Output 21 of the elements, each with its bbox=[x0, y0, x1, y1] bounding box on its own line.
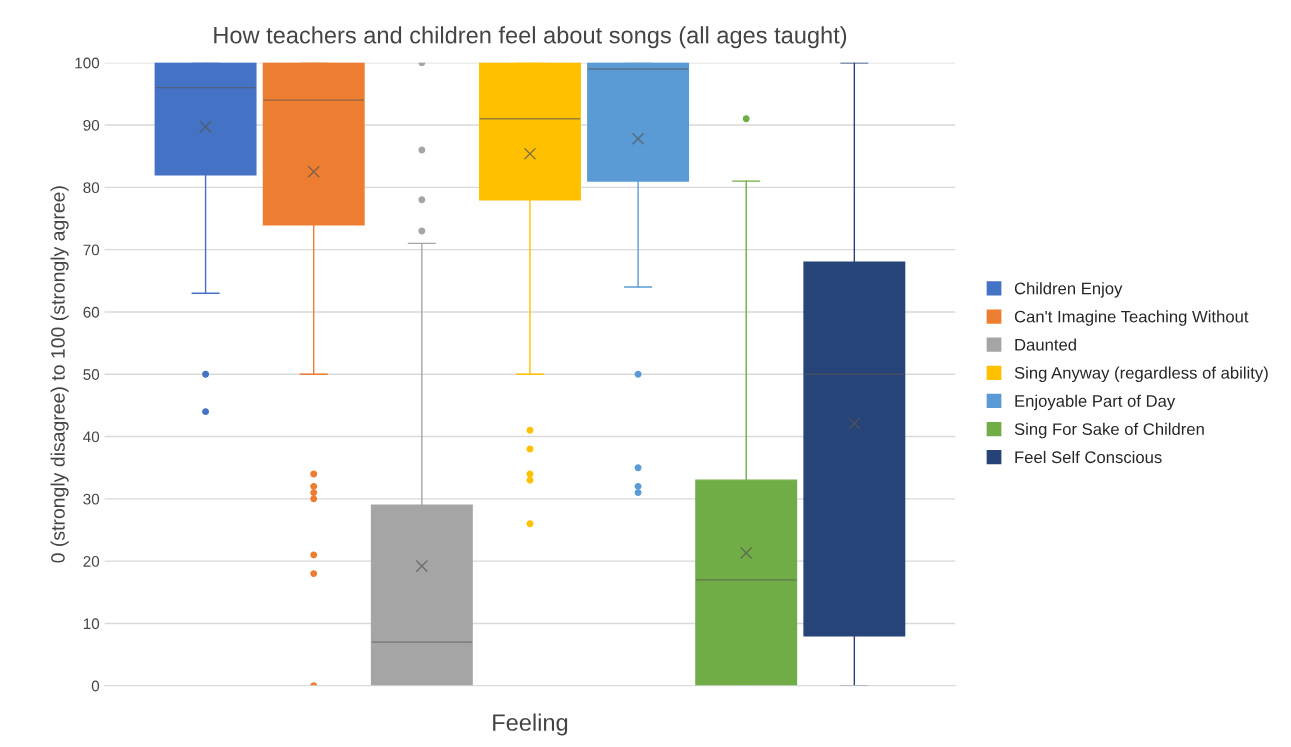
y-tick-label: 0 bbox=[91, 680, 100, 692]
legend-label: Enjoyable Part of Day bbox=[1015, 394, 1176, 411]
legend-label: Feel Self Conscious bbox=[1015, 450, 1162, 464]
y-tick-label: 70 bbox=[83, 244, 100, 256]
y-tick-label: 30 bbox=[83, 493, 100, 505]
legend-label: Sing Anyway (regardless of ability) bbox=[1014, 366, 1268, 383]
x-axis-title: Feeling bbox=[493, 713, 568, 736]
y-tick-label: 90 bbox=[83, 119, 100, 131]
legend-label: Children Enjoy bbox=[1014, 282, 1123, 298]
y-tick-label: 10 bbox=[83, 618, 100, 630]
legend-label: Can't Imagine Teaching Without bbox=[1014, 310, 1249, 326]
chart-title: How teachers and children feel about songs (all ages taught) bbox=[214, 26, 847, 49]
y-tick-label: 100 bbox=[75, 57, 100, 69]
legend-label: Daunted bbox=[1015, 338, 1076, 351]
y-tick-label: 80 bbox=[83, 182, 100, 194]
y-tick-label: 60 bbox=[83, 306, 100, 318]
y-axis-title: 0 (strongly disagree) to 100 (strongly agree) bbox=[50, 186, 69, 563]
y-tick-label: 20 bbox=[83, 556, 100, 567]
legend-label: Sing For Sake of Children bbox=[1014, 422, 1204, 439]
y-tick-label: 50 bbox=[83, 369, 100, 380]
y-tick-label: 40 bbox=[83, 431, 100, 443]
